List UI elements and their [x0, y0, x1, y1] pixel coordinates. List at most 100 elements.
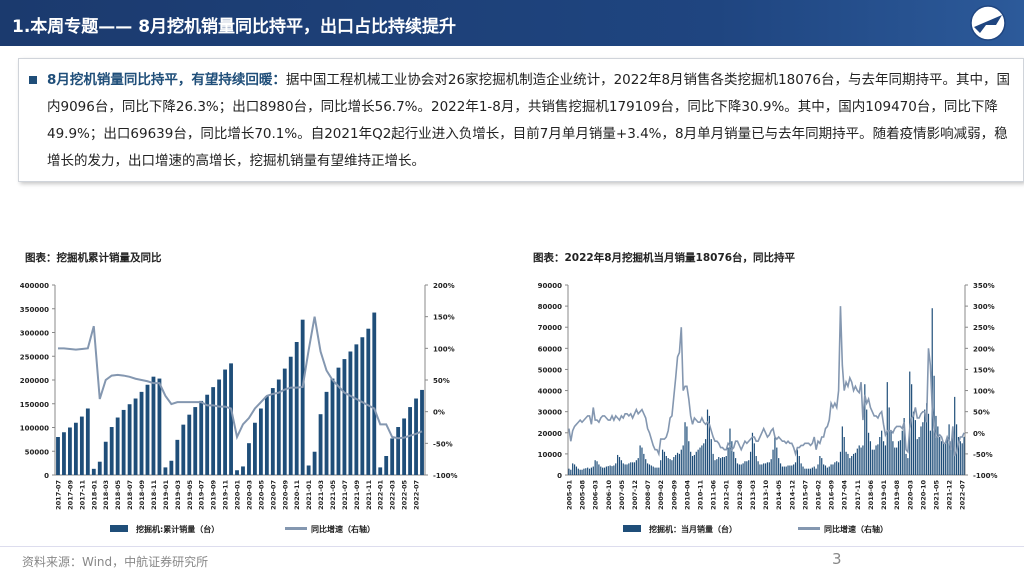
x-tick-label: 2010-11: [697, 480, 705, 510]
charts: 图表：挖掘机累计销量及同比050000100000150000200000250…: [20, 251, 998, 534]
bar: [73, 422, 78, 475]
bar: [684, 422, 686, 475]
x-tick-label: 2021-05: [932, 480, 940, 510]
bar: [789, 465, 791, 475]
bar: [348, 351, 353, 475]
bar: [690, 451, 692, 475]
bar: [837, 462, 840, 475]
bar: [366, 328, 371, 475]
bar: [890, 430, 892, 475]
x-tick-label: 2022-07: [413, 480, 421, 510]
bar: [577, 468, 579, 475]
bar: [877, 444, 879, 475]
bar: [288, 356, 293, 475]
footer-line: [0, 546, 1024, 547]
bar: [596, 461, 598, 475]
bar: [109, 427, 114, 475]
bar: [892, 441, 894, 475]
y-tick-label: 70000: [538, 324, 562, 332]
x-tick-label: 2016-02: [814, 480, 822, 510]
page-number: 3: [832, 550, 842, 568]
bar: [648, 464, 651, 475]
y-tick-label: 90000: [538, 282, 562, 290]
y-tick-label: 10000: [538, 451, 562, 459]
bar: [163, 467, 168, 475]
bar: [772, 449, 774, 475]
bar: [864, 384, 866, 475]
bar: [793, 464, 795, 475]
bar: [688, 441, 690, 475]
bar: [609, 465, 611, 475]
bar: [603, 467, 606, 475]
x-tick-label: 2013-03: [749, 480, 757, 510]
bar: [869, 441, 872, 475]
bar: [211, 387, 216, 475]
bar: [643, 453, 645, 475]
y2-tick-label: 50%: [433, 377, 450, 385]
legend-label: 同比增速（右轴）: [824, 524, 888, 534]
bar: [811, 467, 813, 475]
bar: [912, 411, 915, 475]
y-tick-label: 250000: [20, 353, 49, 361]
bar: [746, 461, 748, 475]
bar: [718, 457, 720, 475]
bar: [866, 409, 868, 475]
bar: [669, 459, 671, 475]
bar: [658, 467, 660, 475]
bar: [699, 447, 701, 475]
bar: [91, 468, 96, 475]
bar: [414, 398, 418, 475]
bar: [896, 447, 898, 475]
x-tick-label: 2020-05: [257, 480, 265, 510]
x-tick-label: 2014-12: [788, 480, 796, 510]
bar: [957, 437, 960, 475]
x-tick-label: 2021-05: [329, 480, 337, 510]
bar: [824, 465, 827, 475]
y2-tick-label: -50%: [973, 451, 993, 459]
bar: [823, 464, 825, 475]
bar: [598, 464, 600, 475]
bar: [781, 466, 784, 475]
bar: [420, 389, 424, 475]
y2-tick-label: 100%: [433, 345, 455, 353]
bar: [663, 451, 666, 475]
bar: [821, 458, 823, 475]
bar: [408, 407, 412, 475]
x-tick-label: 2018-06: [867, 480, 875, 510]
x-tick-label: 2019-11: [222, 480, 230, 510]
bar: [258, 408, 263, 475]
bar: [645, 459, 647, 475]
bar: [318, 414, 323, 475]
x-tick-label: 2005-01: [565, 480, 573, 510]
x-tick-label: 2020-03: [906, 480, 914, 510]
bar: [641, 447, 643, 475]
x-tick-label: 2014-05: [775, 480, 783, 510]
bar: [590, 467, 593, 475]
bar: [594, 460, 596, 475]
bar: [832, 464, 834, 475]
bar: [882, 441, 885, 475]
bar: [764, 463, 767, 475]
bar: [611, 466, 613, 475]
bar: [809, 468, 812, 475]
x-tick-label: 2021-03: [317, 480, 325, 510]
bar: [622, 463, 624, 475]
bar: [909, 371, 911, 475]
bar: [847, 453, 849, 475]
source: 资料来源：Wind，中航证券研究所: [22, 555, 209, 569]
bar: [828, 466, 830, 475]
bar: [723, 457, 725, 475]
bar: [911, 384, 913, 475]
x-tick-label: 2020-11: [293, 480, 301, 510]
bar: [944, 443, 946, 475]
bar: [770, 459, 772, 475]
bar: [796, 449, 798, 475]
bar: [568, 468, 570, 475]
x-tick-label: 2022-01: [377, 480, 385, 510]
bar: [783, 466, 785, 475]
bar: [804, 468, 806, 475]
bar: [615, 463, 617, 475]
bar: [575, 466, 578, 475]
bar: [894, 447, 896, 475]
x-tick-label: 2021-01: [305, 480, 313, 510]
